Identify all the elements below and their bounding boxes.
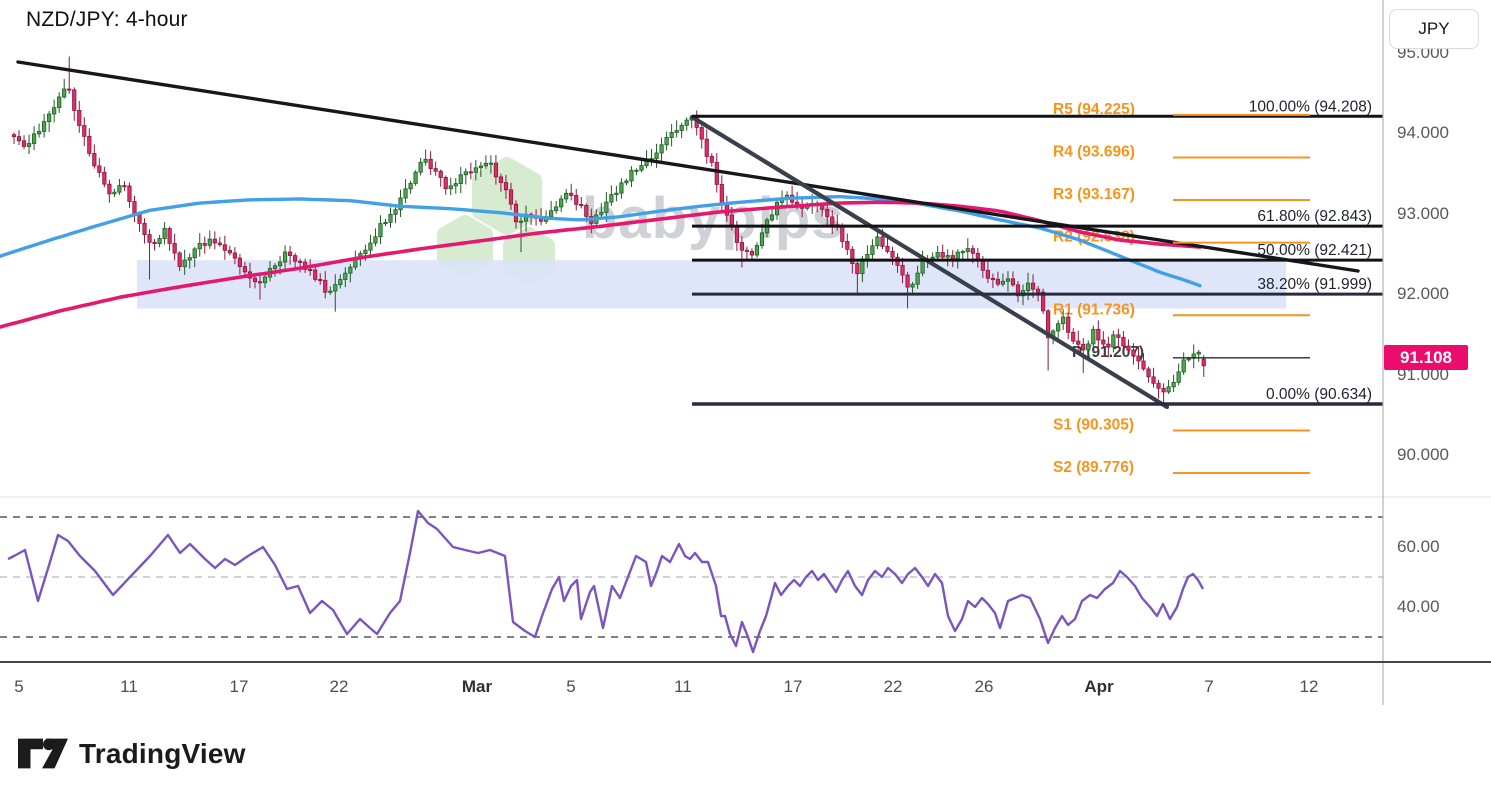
tradingview-logo-icon (18, 738, 68, 769)
time-axis-label: 11 (674, 677, 692, 696)
time-axis-label: 12 (1299, 677, 1319, 696)
last-price-value: 91.108 (1400, 347, 1452, 367)
time-axis-label: 5 (14, 677, 24, 696)
price-axis-label: 92.000 (1397, 284, 1449, 303)
fib-label: 0.00% (90.634) (1266, 386, 1372, 403)
fib-label: 38.20% (91.999) (1257, 276, 1372, 293)
chart-title: NZD/JPY: 4-hour (26, 8, 188, 31)
fib-label: 50.00% (92.421) (1257, 242, 1372, 259)
pivot-label: R5 (94.225) (1053, 101, 1135, 118)
time-axis-label: 26 (974, 677, 994, 696)
pivot-label: R3 (93.167) (1053, 186, 1135, 203)
pivot-label: S1 (90.305) (1053, 416, 1134, 433)
trendline-descending-major[interactable] (16, 60, 1360, 273)
rsi-line (7, 509, 1205, 654)
time-axis-label: 7 (1204, 677, 1214, 696)
pivot-label: R1 (91.736) (1053, 301, 1135, 318)
time-axis-label: 17 (783, 677, 803, 696)
fib-label: 100.00% (94.208) (1249, 98, 1372, 115)
tradingview-logo-text: TradingView (79, 738, 246, 769)
time-axis-label: 22 (329, 677, 349, 696)
support-zone (137, 260, 1286, 309)
pivot-label: R4 (93.696) (1053, 143, 1135, 160)
pivot-label: S2 (89.776) (1053, 459, 1134, 476)
time-axis-label: 5 (566, 677, 576, 696)
last-price-badge: 91.108 (1384, 345, 1468, 370)
time-axis-label: 17 (229, 677, 249, 696)
price-axis-label: 94.000 (1397, 123, 1449, 142)
time-axis-label: 22 (883, 677, 903, 696)
time-axis-label: 11 (120, 677, 138, 696)
time-axis-label: Apr (1084, 677, 1114, 696)
price-axis-label: 90.000 (1397, 445, 1449, 464)
moving-average-blue (0, 194, 1202, 288)
price-axis-label: 93.000 (1397, 203, 1449, 223)
tradingview-logo[interactable]: TradingView (18, 738, 246, 770)
currency-button[interactable]: JPY (1389, 9, 1479, 49)
rsi-axis-label: 40.00 (1397, 597, 1440, 616)
fib-label: 61.80% (92.843) (1257, 208, 1372, 225)
time-axis-label: Mar (461, 677, 493, 696)
currency-button-label: JPY (1418, 19, 1450, 38)
trendline-descending-steep[interactable] (689, 114, 1170, 410)
moving-average-pink (0, 200, 1202, 329)
rsi-axis-label: 60.00 (1397, 537, 1440, 556)
candlestick-series (11, 56, 1206, 404)
